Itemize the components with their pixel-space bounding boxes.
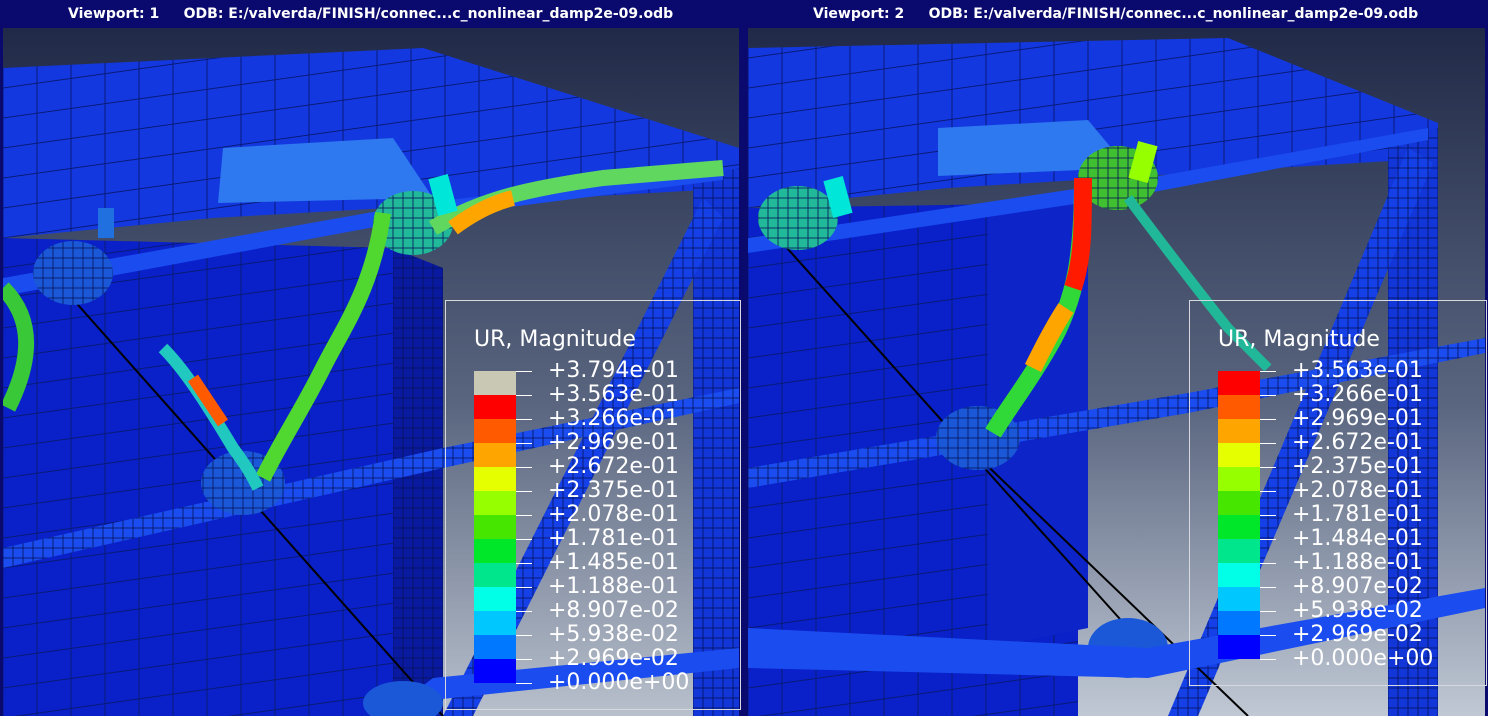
legend-swatch	[1218, 635, 1260, 659]
legend-swatch	[474, 491, 516, 515]
legend-label: +2.969e-02	[548, 646, 679, 671]
legend-label: +1.484e-01	[1292, 526, 1423, 551]
legend-label: +2.375e-01	[1292, 454, 1423, 479]
contour-legend: UR, Magnitude +3.563e-01 +3.266e-01 +2.969e…	[1189, 300, 1487, 686]
legend-tick	[516, 635, 532, 636]
legend-swatch	[474, 659, 516, 683]
legend-title: UR, Magnitude	[474, 327, 636, 352]
legend-swatch	[474, 539, 516, 563]
legend-label: +1.781e-01	[1292, 502, 1423, 527]
legend-tick	[516, 683, 532, 684]
legend-tick	[516, 371, 532, 372]
legend-swatch	[474, 443, 516, 467]
legend-swatch	[1218, 587, 1260, 611]
legend-tick	[516, 611, 532, 612]
legend-swatch	[1218, 491, 1260, 515]
viewport-1[interactable]: Viewport: 1 ODB: E:/valverda/FINISH/conn…	[0, 0, 742, 716]
legend-tick	[1260, 467, 1276, 468]
fe-model-render	[3, 28, 739, 716]
legend-label: +0.000e+00	[548, 670, 690, 695]
legend-label: +5.938e-02	[1292, 598, 1423, 623]
legend-tick	[1260, 539, 1276, 540]
legend-label: +1.188e-01	[1292, 550, 1423, 575]
legend-label: +3.266e-01	[548, 406, 679, 431]
legend-tick	[516, 587, 532, 588]
legend-tick	[1260, 419, 1276, 420]
legend-label: +2.969e-01	[548, 430, 679, 455]
legend-swatch	[1218, 419, 1260, 443]
legend-swatch	[1218, 515, 1260, 539]
legend-tick	[516, 467, 532, 468]
legend-label: +2.672e-01	[1292, 430, 1423, 455]
legend-tick	[1260, 611, 1276, 612]
legend-tick	[1260, 443, 1276, 444]
legend-label: +8.907e-02	[548, 598, 679, 623]
legend-label: +2.969e-02	[1292, 622, 1423, 647]
legend-tick	[1260, 635, 1276, 636]
legend-tick	[1260, 563, 1276, 564]
legend-tick	[1260, 515, 1276, 516]
legend-label: +2.969e-01	[1292, 406, 1423, 431]
legend-label: +3.563e-01	[1292, 358, 1423, 383]
legend-label: +3.266e-01	[1292, 382, 1423, 407]
legend-tick	[1260, 491, 1276, 492]
legend-swatch	[1218, 467, 1260, 491]
legend-swatch	[474, 611, 516, 635]
legend-tick	[516, 395, 532, 396]
legend-swatch	[474, 563, 516, 587]
legend-swatch	[474, 371, 516, 395]
legend-tick	[516, 563, 532, 564]
legend-tick	[1260, 395, 1276, 396]
legend-tick	[516, 443, 532, 444]
viewport-title: Viewport: 2 ODB: E:/valverda/FINISH/conn…	[813, 6, 1419, 22]
legend-swatch	[474, 515, 516, 539]
legend-tick	[1260, 659, 1276, 660]
legend-swatch	[474, 635, 516, 659]
legend-swatch	[474, 395, 516, 419]
legend-label: +2.078e-01	[548, 502, 679, 527]
legend-label: +1.781e-01	[548, 526, 679, 551]
legend-label: +2.672e-01	[548, 454, 679, 479]
contour-legend: UR, Magnitude +3.794e-01 +3.563e-01 +3.266e…	[445, 300, 741, 710]
legend-tick	[516, 539, 532, 540]
legend-label: +3.794e-01	[548, 358, 679, 383]
viewport-canvas[interactable]: UR, Magnitude +3.563e-01 +3.266e-01 +2.969e…	[748, 28, 1487, 716]
legend-tick	[516, 419, 532, 420]
legend-label: +8.907e-02	[1292, 574, 1423, 599]
viewport-canvas[interactable]: UR, Magnitude +3.794e-01 +3.563e-01 +3.266e…	[3, 28, 741, 716]
legend-swatch	[474, 467, 516, 491]
legend-label: +1.188e-01	[548, 574, 679, 599]
legend-swatch	[1218, 539, 1260, 563]
legend-swatch	[1218, 563, 1260, 587]
legend-label: +2.375e-01	[548, 478, 679, 503]
legend-label: +3.563e-01	[548, 382, 679, 407]
legend-swatch	[1218, 443, 1260, 467]
legend-tick	[1260, 371, 1276, 372]
legend-tick	[1260, 587, 1276, 588]
legend-label: +5.938e-02	[548, 622, 679, 647]
viewport-title: Viewport: 1 ODB: E:/valverda/FINISH/conn…	[68, 6, 674, 22]
fe-model-render	[748, 28, 1485, 716]
legend-label: +0.000e+00	[1292, 646, 1434, 671]
legend-label: +2.078e-01	[1292, 478, 1423, 503]
legend-tick	[516, 491, 532, 492]
legend-swatch	[1218, 611, 1260, 635]
legend-tick	[516, 659, 532, 660]
legend-swatch	[474, 419, 516, 443]
legend-label: +1.485e-01	[548, 550, 679, 575]
legend-swatch	[1218, 371, 1260, 395]
legend-swatch	[474, 587, 516, 611]
viewport-2[interactable]: Viewport: 2 ODB: E:/valverda/FINISH/conn…	[745, 0, 1488, 716]
legend-swatch	[1218, 395, 1260, 419]
legend-tick	[516, 515, 532, 516]
legend-title: UR, Magnitude	[1218, 327, 1380, 352]
